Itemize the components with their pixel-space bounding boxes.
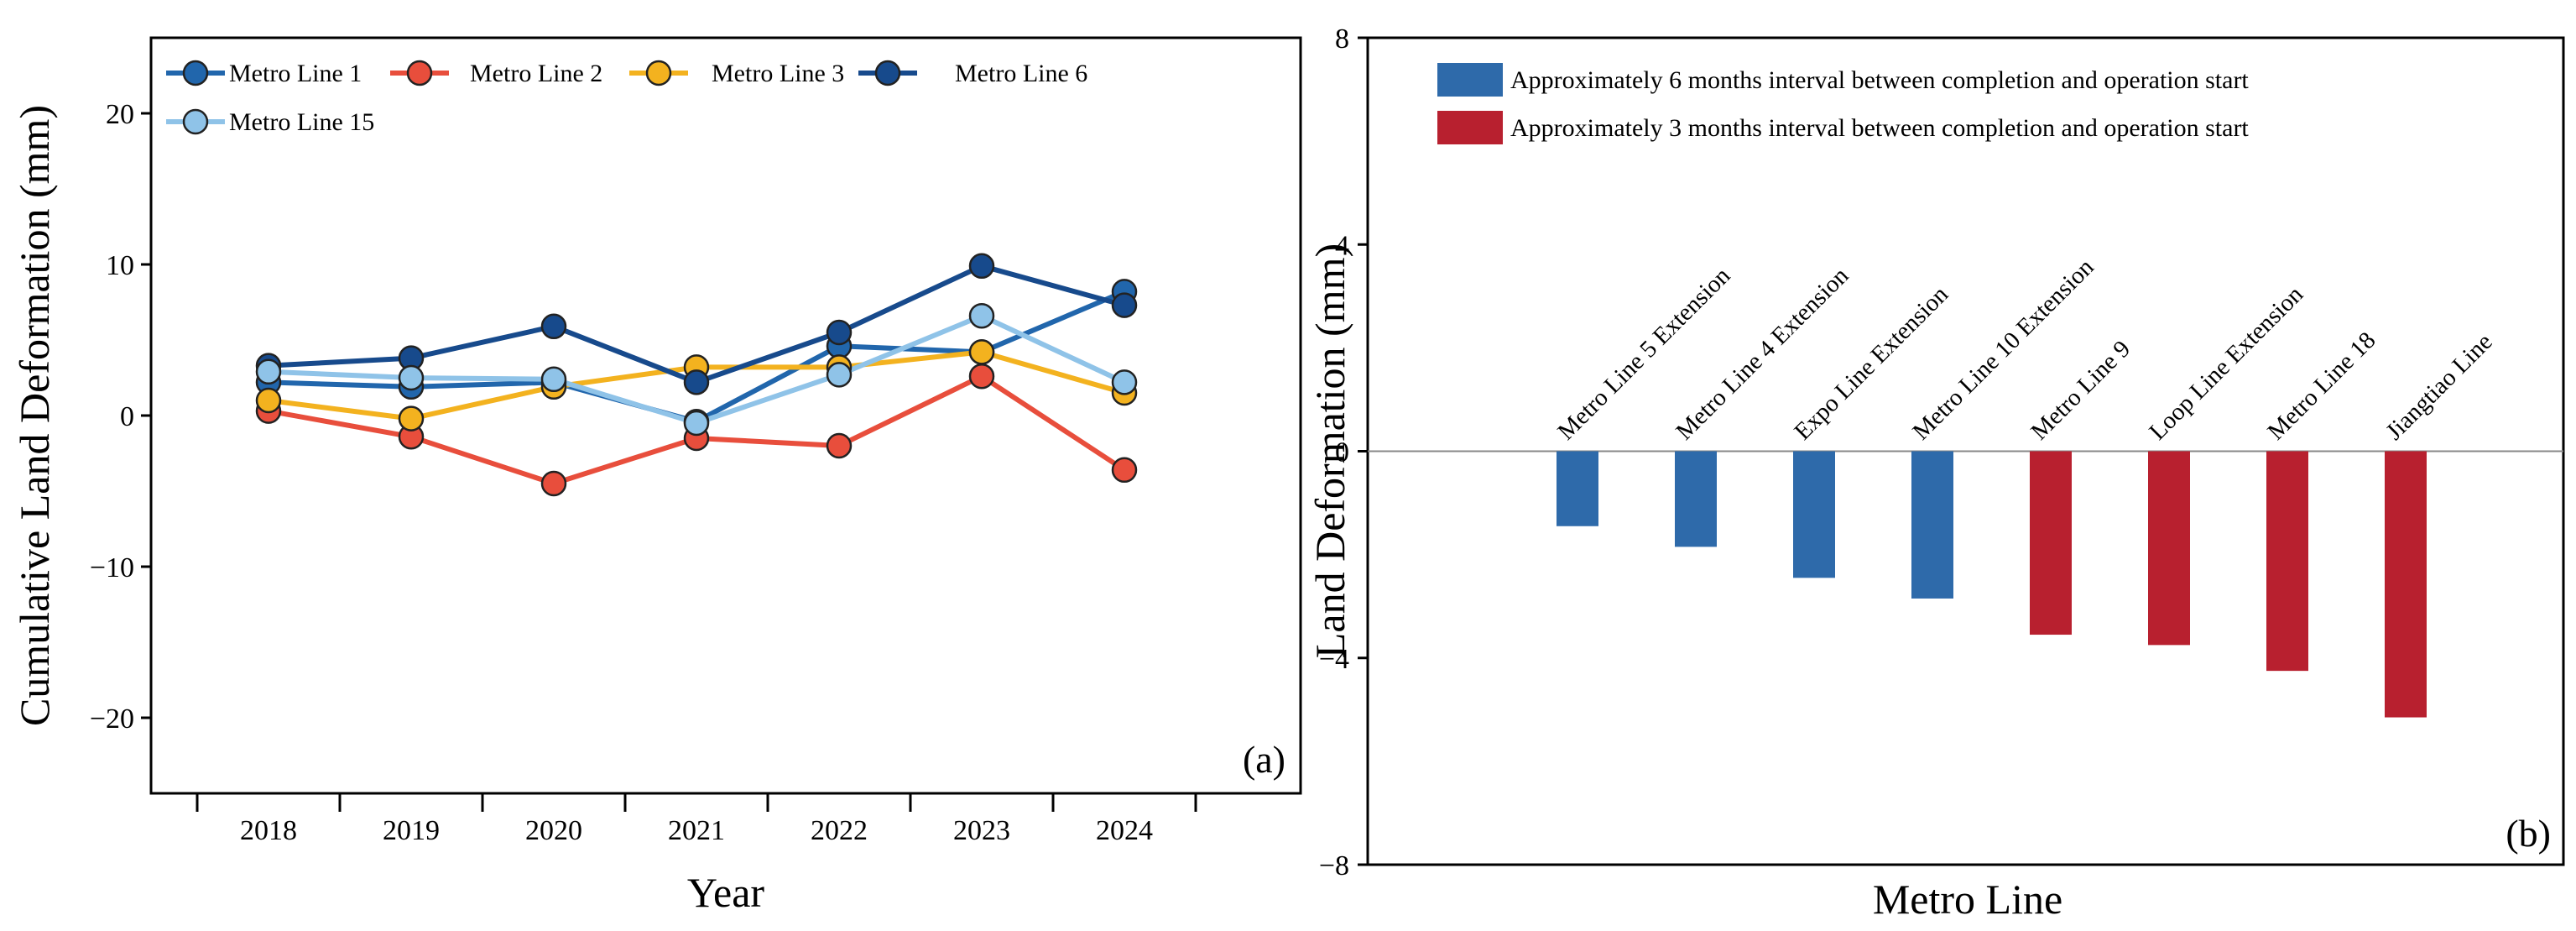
- data-point-a: [540, 470, 567, 497]
- x-tick-label-a: 2020: [525, 815, 582, 846]
- bar-b: [2148, 451, 2190, 646]
- y-tick-label-a: 0: [120, 401, 134, 432]
- panel-label-b: (b): [2506, 812, 2551, 855]
- data-point-a: [968, 253, 995, 280]
- bar-b: [1911, 451, 1953, 599]
- legend-marker-a: [874, 60, 901, 86]
- category-label-b: Jiangtiao Line: [2380, 328, 2497, 445]
- bar-b: [1675, 451, 1717, 547]
- legend-label-a: Metro Line 2: [470, 60, 602, 87]
- y-tick-label-a: −20: [90, 703, 134, 735]
- y-ticks-a: −20 −10 0 10 20: [90, 99, 151, 735]
- legend-a: Metro Line 1 Metro Line 2 Metro Line 3 Metr…: [166, 60, 1087, 136]
- y-tick-label-a: 10: [106, 250, 134, 281]
- x-tick-label-a: 2022: [811, 815, 868, 846]
- data-point-a: [968, 363, 995, 390]
- x-axis-title-b: Metro Line: [1873, 876, 2062, 923]
- data-point-a: [1111, 457, 1138, 484]
- data-point-a: [398, 364, 425, 391]
- bar-b: [1793, 451, 1835, 578]
- data-point-a: [398, 405, 425, 432]
- category-label-b: Metro Line 9: [2026, 336, 2135, 446]
- data-point-a: [540, 366, 567, 393]
- x-tick-label-a: 2023: [953, 815, 1010, 846]
- y-tick-label-b: 0: [1335, 437, 1349, 468]
- y-tick-label-b: 4: [1335, 230, 1349, 261]
- x-tick-label-a: 2021: [668, 815, 725, 846]
- legend-marker-a: [182, 108, 209, 135]
- data-point-a: [826, 432, 853, 459]
- data-point-a: [540, 313, 567, 340]
- legend-label-a: Metro Line 3: [712, 60, 844, 87]
- bar-b: [2266, 451, 2308, 672]
- x-ticks-a: 2018 2019 2020 2021 2022 2023 2024: [196, 793, 1197, 846]
- legend-marker-a: [645, 60, 672, 86]
- x-axis-title-a: Year: [687, 869, 764, 916]
- data-point-a: [1111, 369, 1138, 395]
- legend-label-a: Metro Line 6: [955, 60, 1087, 87]
- data-point-a: [255, 358, 282, 385]
- y-tick-label-b: −4: [1319, 644, 1349, 675]
- data-point-a: [255, 387, 282, 414]
- data-point-a: [1111, 292, 1138, 318]
- x-tick-label-a: 2024: [1096, 815, 1153, 846]
- series-markers-a: [255, 253, 1138, 497]
- legend-label-a: Metro Line 15: [229, 108, 374, 136]
- y-tick-label-b: 8: [1335, 24, 1349, 55]
- y-tick-label-b: −8: [1319, 850, 1349, 881]
- legend-label-a: Metro Line 1: [229, 60, 362, 87]
- data-point-a: [968, 339, 995, 365]
- data-point-a: [968, 302, 995, 329]
- bars-b: [1557, 451, 2427, 718]
- x-tick-label-a: 2019: [383, 815, 440, 846]
- y-tick-label-a: −10: [90, 552, 134, 583]
- y-tick-label-a: 20: [106, 99, 134, 130]
- bar-b: [1557, 451, 1598, 526]
- data-point-a: [683, 410, 710, 437]
- legend-b: Approximately 6 months interval between …: [1437, 63, 2249, 144]
- legend-marker-a: [182, 60, 209, 86]
- legend-marker-a: [406, 60, 433, 86]
- data-point-a: [826, 319, 853, 346]
- data-point-a: [826, 362, 853, 388]
- y-axis-title-a: Cumulative Land Deformation (mm): [11, 105, 58, 726]
- legend-swatch-b: [1437, 63, 1503, 97]
- bar-b: [2030, 451, 2072, 635]
- legend-label-b: Approximately 3 months interval between …: [1510, 114, 2249, 142]
- y-axis-title-b: Land Deformation (mm): [1306, 243, 1353, 658]
- bar-b: [2385, 451, 2427, 718]
- category-label-b: Metro Line 18: [2262, 327, 2380, 445]
- panel-a: −20 −10 0 10 20 2018 2019 2020 2021 2022 2023 2024…: [11, 36, 1302, 916]
- legend-swatch-b: [1437, 111, 1503, 144]
- legend-label-b: Approximately 6 months interval between …: [1510, 66, 2249, 94]
- x-tick-label-a: 2018: [240, 815, 297, 846]
- data-point-a: [683, 369, 710, 395]
- y-ticks-b: −8 −4 0 4 8: [1319, 24, 1368, 881]
- panel-label-a: (a): [1243, 738, 1285, 781]
